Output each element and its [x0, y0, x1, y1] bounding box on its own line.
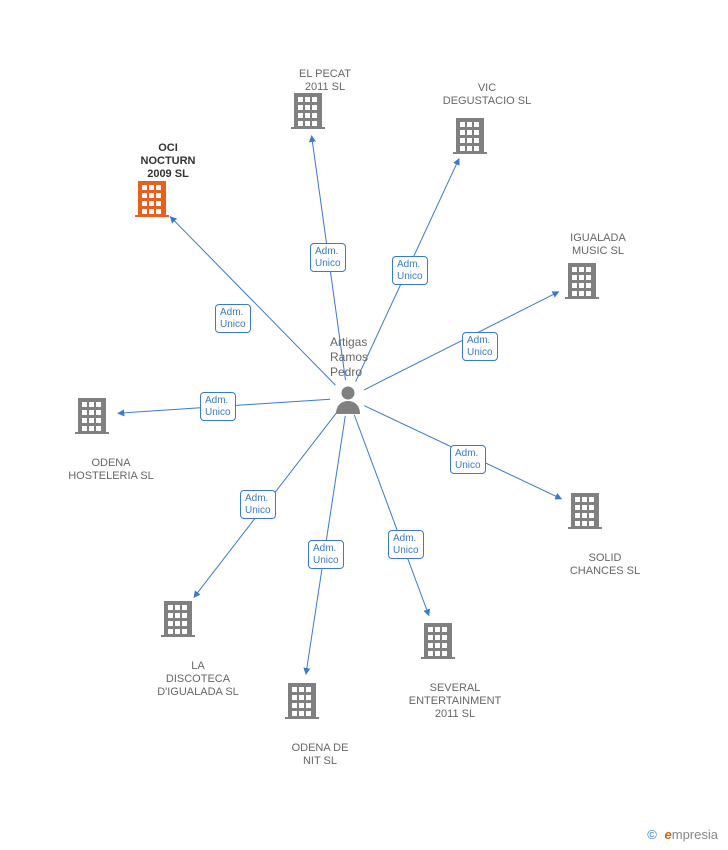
center-label: Artigas Ramos Pedro	[330, 335, 368, 380]
edge-line	[170, 217, 335, 386]
edge-label: Adm. Unico	[310, 243, 346, 272]
brand-accent: e	[665, 827, 672, 842]
building-icon	[568, 491, 602, 529]
node-label: EL PECAT 2011 SL	[280, 68, 370, 94]
node-label: ODENA DE NIT SL	[275, 742, 365, 768]
building-icon	[161, 599, 195, 637]
node-label: SEVERAL ENTERTAINMENT 2011 SL	[392, 682, 518, 722]
building-icon	[453, 116, 487, 154]
building-icon	[565, 261, 599, 299]
building-icon	[135, 179, 169, 217]
edge-label: Adm. Unico	[200, 392, 236, 421]
footer: © empresia	[647, 827, 718, 842]
node-label: VIC DEGUSTACIO SL	[432, 82, 542, 108]
building-icon	[75, 396, 109, 434]
edge-label: Adm. Unico	[388, 530, 424, 559]
node-label: IGUALADA MUSIC SL	[552, 232, 644, 258]
node-label: SOLID CHANCES SL	[560, 552, 650, 578]
edge-label: Adm. Unico	[215, 304, 251, 333]
building-icon	[285, 681, 319, 719]
edge-label: Adm. Unico	[392, 256, 428, 285]
brand-rest: mpresia	[672, 827, 718, 842]
center-person	[334, 384, 362, 419]
building-icon	[291, 91, 325, 129]
node-label: OCI NOCTURN 2009 SL	[128, 142, 208, 182]
edge-line	[354, 415, 429, 616]
edge-label: Adm. Unico	[308, 540, 344, 569]
edges-layer	[0, 0, 728, 850]
edge-label: Adm. Unico	[462, 332, 498, 361]
node-label: LA DISCOTECA D'IGUALADA SL	[138, 660, 258, 700]
edge-label: Adm. Unico	[450, 445, 486, 474]
building-icon	[421, 621, 455, 659]
copyright-symbol: ©	[647, 827, 657, 842]
node-label: ODENA HOSTELERIA SL	[52, 457, 170, 483]
edge-label: Adm. Unico	[240, 490, 276, 519]
